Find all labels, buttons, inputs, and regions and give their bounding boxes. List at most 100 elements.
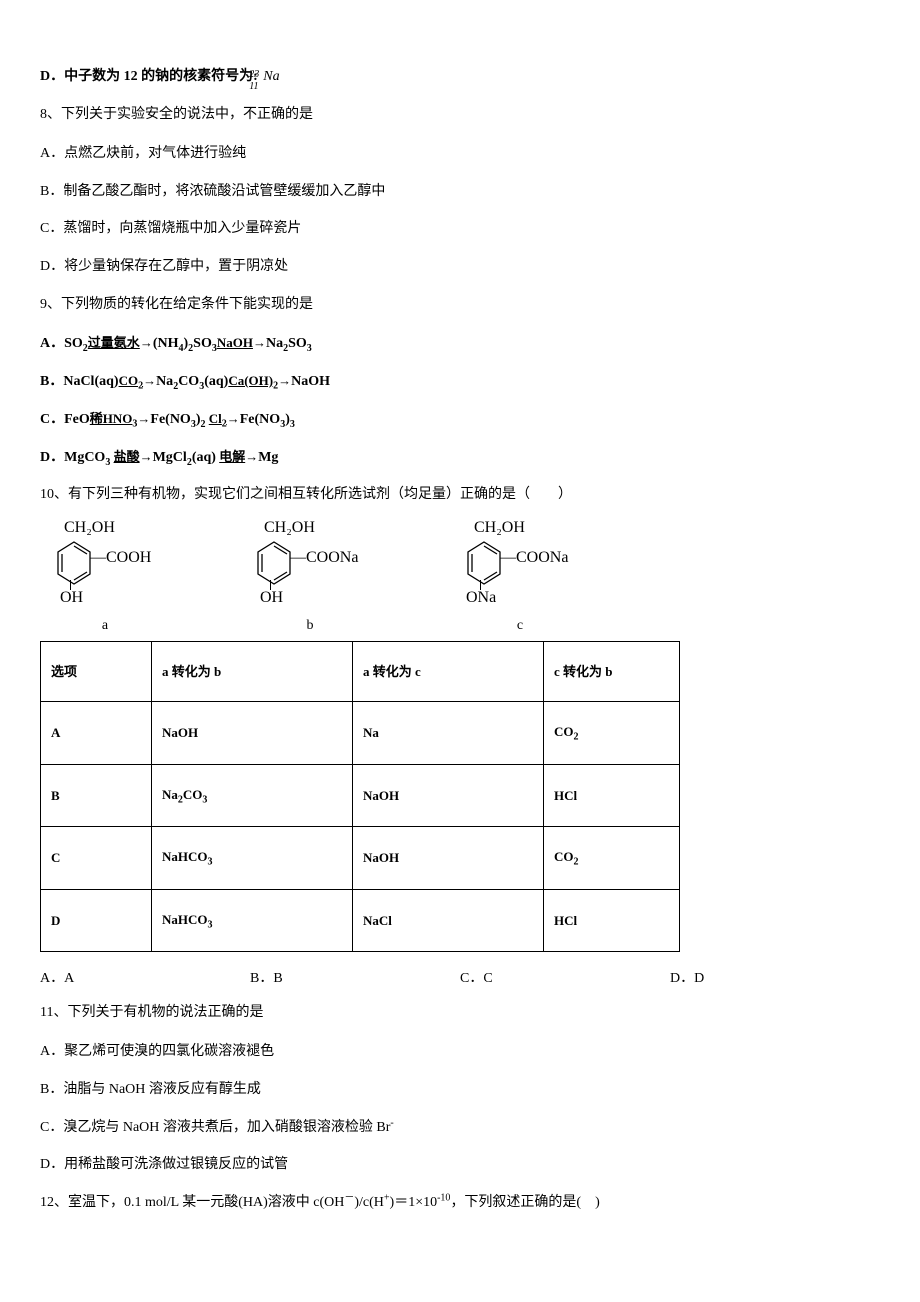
structure-a: CH₂OH —COOH OH a [50, 522, 160, 635]
bottom-group: OH [260, 588, 283, 607]
answer-d: D．D [670, 962, 880, 996]
q10-table: 选项 a 转化为 b a 转化为 c c 转化为 b A NaOH Na CO2… [40, 641, 680, 953]
table-row: A NaOH Na CO2 [41, 701, 680, 764]
cell: C [41, 827, 152, 890]
structure-b: CH₂OH —COONa OH b [250, 522, 370, 635]
benzene-icon [254, 540, 294, 586]
answer-c: C．C [460, 962, 670, 996]
text: Na [162, 787, 178, 802]
cell: NaOH [152, 701, 353, 764]
structure-label: a [102, 618, 108, 635]
text: B．NaCl(aq) [40, 374, 119, 389]
top-group: CH₂OH [264, 518, 315, 537]
sub: 2 [138, 381, 143, 392]
q9-option-c: C．FeO稀HNO3→Fe(NO3)2 Cl2→Fe(NO3)3 [40, 403, 880, 437]
sub: 2 [201, 419, 206, 430]
q11-option-b: B．油脂与 NaOH 溶液反应有醇生成 [40, 1073, 880, 1107]
sub: 2 [222, 418, 227, 429]
isotope-symbol: Na [263, 69, 279, 84]
q8-option-a: A．点燃乙炔前，对气体进行验纯 [40, 137, 880, 171]
arrow-label: 稀HNO [90, 411, 133, 426]
top-group: CH₂OH [474, 518, 525, 537]
arrow-label: 电解 [219, 449, 245, 464]
text: Na [156, 374, 173, 389]
q9-option-d: D．MgCO3 盐酸→MgCl2(aq) 电解→Mg [40, 441, 880, 475]
answer-b: B．B [250, 962, 460, 996]
q11-option-d: D．用稀盐酸可洗涤做过银镜反应的试管 [40, 1148, 880, 1182]
text: CO [554, 849, 574, 864]
option-prefix: D． [40, 69, 64, 84]
right-group: COONa [306, 549, 358, 566]
text: Na [266, 336, 283, 351]
text: D．MgCO [40, 450, 105, 465]
text: MgCl [153, 450, 187, 465]
cell: Na2CO3 [152, 764, 353, 827]
sub: 3 [132, 418, 137, 429]
q11-stem: 11、下列关于有机物的说法正确的是 [40, 996, 880, 1030]
arrow-label: CO [119, 373, 139, 388]
cell: B [41, 764, 152, 827]
cell: D [41, 889, 152, 952]
sub: 3 [307, 343, 312, 354]
q8-stem: 8、下列关于实验安全的说法中，不正确的是 [40, 98, 880, 132]
text: SO [193, 336, 212, 351]
table-header-row: 选项 a 转化为 b a 转化为 c c 转化为 b [41, 641, 680, 701]
text: ，下列叙述正确的是( ) [450, 1195, 599, 1210]
cell: NaOH [353, 827, 544, 890]
q10-stem: 10、有下列三种有机物，实现它们之间相互转化所选试剂（均足量）正确的是（ ） [40, 478, 880, 512]
cell: A [41, 701, 152, 764]
structure-label: c [517, 618, 523, 635]
text: NaOH [291, 374, 330, 389]
cell: Na [353, 701, 544, 764]
structure-row: CH₂OH —COOH OH a CH₂OH —COONa OH [50, 522, 880, 635]
structure-c: CH₂OH —COONa ONa c [460, 522, 580, 635]
cell: HCl [544, 764, 680, 827]
q9-option-b: B．NaCl(aq)CO2→Na2CO3(aq)Ca(OH)2→NaOH [40, 365, 880, 399]
text: C．FeO [40, 412, 90, 427]
arrow-label: NaOH [217, 335, 253, 350]
table-row: D NaHCO3 NaCl HCl [41, 889, 680, 952]
text: (aq) [192, 450, 216, 465]
q10-answers: A．A B．B C．C D．D [40, 962, 880, 996]
text: (NH [153, 336, 179, 351]
arrow-label: 盐酸 [114, 449, 140, 464]
text: NaHCO [162, 849, 208, 864]
th-ab: a 转化为 b [152, 641, 353, 701]
isotope-z: 11 [249, 75, 258, 99]
q8-option-d: D．将少量钠保存在乙醇中，置于阴凉处 [40, 250, 880, 284]
arrow-label: Cl [209, 411, 222, 426]
q8-option-b: B．制备乙酸乙酯时，将浓硫酸沿试管壁缓缓加入乙醇中 [40, 175, 880, 209]
text: NaHCO [162, 912, 208, 927]
q9-stem: 9、下列物质的转化在给定条件下能实现的是 [40, 288, 880, 322]
cell: CO2 [544, 701, 680, 764]
text: (aq) [204, 374, 228, 389]
text: Fe(NO [240, 412, 280, 427]
answer-a: A．A [40, 962, 250, 996]
bottom-group: OH [60, 588, 83, 607]
th-ac: a 转化为 c [353, 641, 544, 701]
cell: NaCl [353, 889, 544, 952]
text: )/c(H [354, 1195, 384, 1210]
q9-option-a: A．SO2过量氨水→(NH4)2SO3NaOH→Na2SO3 [40, 327, 880, 361]
table-row: C NaHCO3 NaOH CO2 [41, 827, 680, 890]
bottom-group: ONa [466, 588, 496, 607]
benzene-icon [54, 540, 94, 586]
text: Fe(NO [150, 412, 190, 427]
th-option: 选项 [41, 641, 152, 701]
superscript: － [344, 1192, 354, 1203]
text: CO [554, 724, 574, 739]
cell: NaHCO3 [152, 827, 353, 890]
q8-option-c: C．蒸馏时，向蒸馏烧瓶中加入少量碎瓷片 [40, 212, 880, 246]
th-cb: c 转化为 b [544, 641, 680, 701]
q7-option-d: D．中子数为 12 的钠的核素符号为: 23 11 Na [40, 60, 880, 94]
table-row: B Na2CO3 NaOH HCl [41, 764, 680, 827]
arrow-label: 过量氨水 [88, 335, 140, 350]
text: 12、室温下，0.1 mol/L 某一元酸(HA)溶液中 c(OH [40, 1195, 344, 1210]
arrow-label: Ca(OH) [228, 373, 273, 388]
text: C．溴乙烷与 NaOH 溶液共煮后，加入硝酸银溶液检验 Br [40, 1120, 390, 1135]
text: CO [183, 787, 203, 802]
q11-option-a: A．聚乙烯可使溴的四氯化碳溶液褪色 [40, 1035, 880, 1069]
text: CO [178, 374, 199, 389]
cell: NaOH [353, 764, 544, 827]
text: )＝1×10 [390, 1195, 438, 1210]
